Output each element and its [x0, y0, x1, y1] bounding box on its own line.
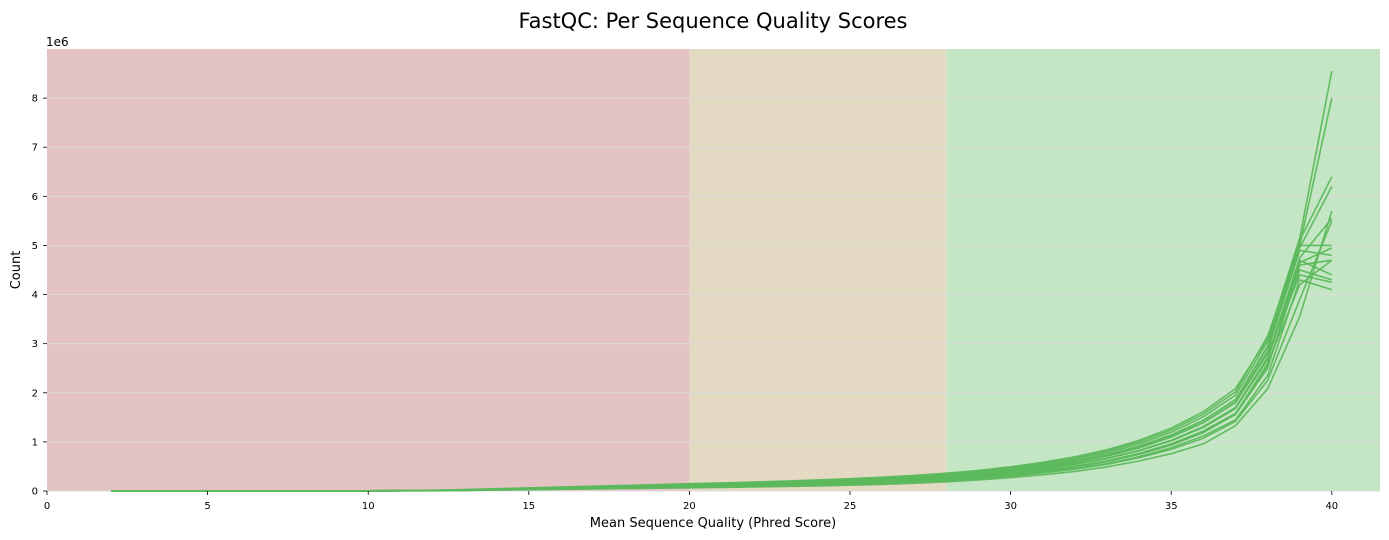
y-tick-label-2: 2	[32, 388, 38, 399]
gridlines	[47, 97, 1380, 492]
x-tick-label-0: 0	[44, 501, 50, 512]
x-tick-label-6: 30	[1004, 501, 1017, 512]
series-lines	[111, 70, 1333, 492]
y-axis-label: Count	[9, 251, 24, 290]
y-tick-label-1: 1	[32, 437, 38, 448]
y-tick-label-0: 0	[32, 487, 38, 498]
y-tick-label-4: 4	[32, 290, 38, 301]
quality-band-0	[47, 49, 690, 491]
x-tick-label-1: 5	[204, 501, 210, 512]
y-tick-label-5: 5	[32, 241, 38, 252]
x-tick-label-4: 20	[683, 501, 696, 512]
y-axis-ticks: 0 1 2 3 4 5 6 7 8	[32, 94, 47, 498]
x-tick-label-2: 10	[362, 501, 375, 512]
y-tick-label-8: 8	[32, 94, 38, 105]
y-axis-multiplier: 1e6	[46, 35, 69, 49]
x-axis-ticks: 0 5 10 15 20 25 30 35 40	[44, 491, 1338, 512]
x-tick-label-8: 40	[1325, 501, 1338, 512]
quality-band-1	[689, 49, 947, 491]
x-axis-label: Mean Sequence Quality (Phred Score)	[590, 516, 836, 531]
x-tick-label-7: 35	[1165, 501, 1178, 512]
y-tick-label-6: 6	[32, 192, 38, 203]
quality-band-2	[946, 49, 1380, 491]
x-tick-label-3: 15	[522, 501, 535, 512]
series-line-16	[111, 259, 1333, 492]
chart-title: FastQC: Per Sequence Quality Scores	[518, 9, 907, 33]
x-tick-label-5: 25	[844, 501, 857, 512]
y-tick-label-3: 3	[32, 339, 38, 350]
quality-bands	[47, 49, 1380, 491]
y-tick-label-7: 7	[32, 143, 38, 154]
